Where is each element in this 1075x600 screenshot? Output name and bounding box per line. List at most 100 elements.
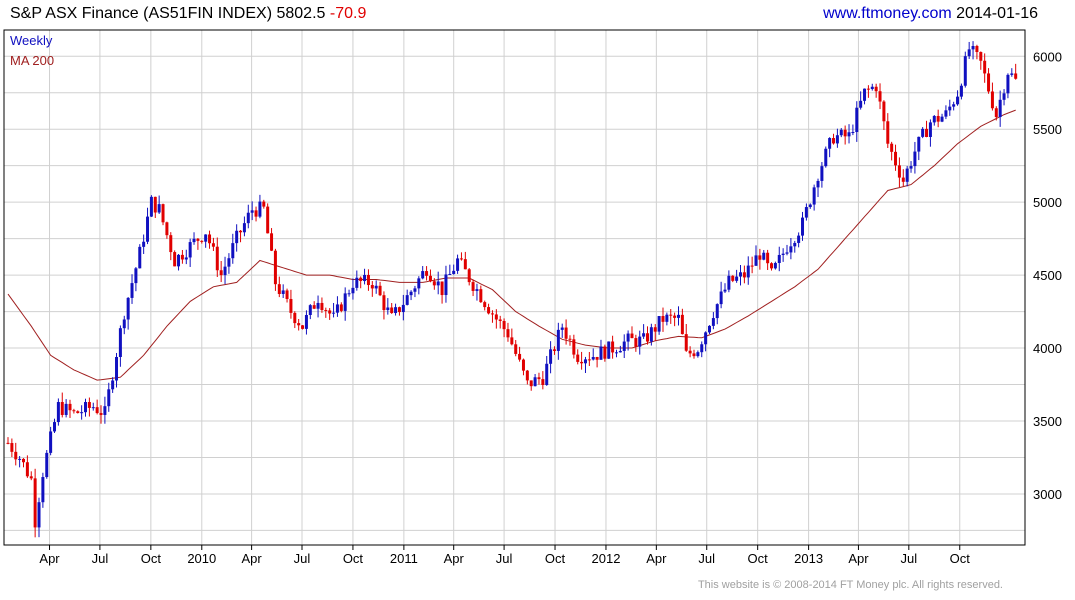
candle-body xyxy=(952,104,956,107)
candle-body xyxy=(793,242,797,247)
candle-body xyxy=(704,332,708,345)
candle-body xyxy=(863,88,867,101)
candle-body xyxy=(673,315,677,318)
y-tick-label: 4000 xyxy=(1033,341,1062,356)
candle-body xyxy=(208,234,212,244)
candle-body xyxy=(529,380,533,387)
candle-body xyxy=(688,350,692,354)
candle-body xyxy=(541,379,545,385)
candle-body xyxy=(204,234,208,242)
candle-body xyxy=(138,246,142,269)
candle-body xyxy=(797,235,801,243)
candle-body xyxy=(979,52,983,61)
candle-body xyxy=(91,407,95,409)
candle-body xyxy=(304,314,308,329)
candle-body xyxy=(998,99,1002,118)
candle-body xyxy=(626,333,630,342)
candle-body xyxy=(188,242,192,258)
candle-body xyxy=(456,258,460,271)
candle-body xyxy=(10,443,14,452)
candle-body xyxy=(266,206,270,234)
candle-body xyxy=(173,252,177,267)
legend-ma: MA 200 xyxy=(10,53,54,68)
candle-body xyxy=(111,380,115,390)
candle-body xyxy=(153,196,157,213)
candle-body xyxy=(335,304,339,313)
candle-body xyxy=(839,129,843,136)
site-link[interactable]: www.ftmoney.com xyxy=(823,5,952,22)
candle-body xyxy=(828,138,832,149)
candle-body xyxy=(281,290,285,294)
grid xyxy=(4,30,1025,545)
candle-body xyxy=(645,333,649,342)
candle-body xyxy=(115,356,119,381)
x-tick-label: Oct xyxy=(545,551,566,566)
candle-body xyxy=(14,451,18,460)
ma-200-series xyxy=(7,109,1016,381)
x-tick-label: 2011 xyxy=(390,551,418,566)
candle-body xyxy=(940,116,944,122)
candle-body xyxy=(1006,74,1010,94)
candle-body xyxy=(475,289,479,291)
candle-body xyxy=(53,422,57,432)
x-tick-label: Oct xyxy=(343,551,364,566)
candle-body xyxy=(107,389,111,407)
candle-body xyxy=(894,151,898,166)
candle-body xyxy=(781,253,785,255)
candle-body xyxy=(603,346,607,359)
y-tick-label: 6000 xyxy=(1033,49,1062,64)
candle-body xyxy=(25,462,29,477)
candle-body xyxy=(568,338,572,340)
candle-body xyxy=(932,115,936,123)
candle-body xyxy=(859,100,863,108)
candle-body xyxy=(552,349,556,351)
candle-body xyxy=(425,271,429,276)
candle-body xyxy=(990,91,994,109)
candle-body xyxy=(293,312,297,324)
candle-body xyxy=(374,285,378,289)
candle-body xyxy=(762,252,766,260)
x-tick-label: Oct xyxy=(950,551,971,566)
candle-body xyxy=(657,316,661,332)
candle-body xyxy=(599,346,603,360)
candle-body xyxy=(378,285,382,296)
candle-body xyxy=(394,307,398,314)
candle-body xyxy=(832,138,836,144)
candle-body xyxy=(925,128,929,137)
candle-body xyxy=(533,377,537,387)
candle-body xyxy=(855,107,859,133)
candle-body xyxy=(746,265,750,278)
candle-body xyxy=(479,289,483,303)
candle-body xyxy=(715,304,719,319)
candle-body xyxy=(739,272,743,277)
candle-body xyxy=(680,314,684,335)
candle-body xyxy=(994,108,998,118)
candle-body xyxy=(576,354,580,362)
candle-body xyxy=(843,129,847,137)
candle-body xyxy=(211,243,215,247)
candle-body xyxy=(735,276,739,281)
candle-body xyxy=(661,316,665,322)
candle-body xyxy=(87,402,91,408)
candle-body xyxy=(165,222,169,236)
candle-body xyxy=(750,265,754,267)
candle-body xyxy=(463,259,467,270)
x-tick-label: Apr xyxy=(444,551,465,566)
candle-body xyxy=(847,132,851,137)
candle-body xyxy=(583,359,587,364)
candle-body xyxy=(808,204,812,208)
candle-body xyxy=(6,442,10,444)
candle-body xyxy=(773,262,777,269)
candle-body xyxy=(948,106,952,111)
candle-body xyxy=(297,323,301,326)
candle-body xyxy=(901,177,905,182)
candle-body xyxy=(196,238,200,241)
candle-body xyxy=(436,281,440,286)
candle-body xyxy=(983,60,987,74)
candle-body xyxy=(1010,73,1014,75)
candle-body xyxy=(347,293,351,295)
candle-body xyxy=(498,319,502,321)
candle-body xyxy=(351,287,355,294)
candle-body xyxy=(452,270,456,274)
x-tick-label: Apr xyxy=(646,551,667,566)
